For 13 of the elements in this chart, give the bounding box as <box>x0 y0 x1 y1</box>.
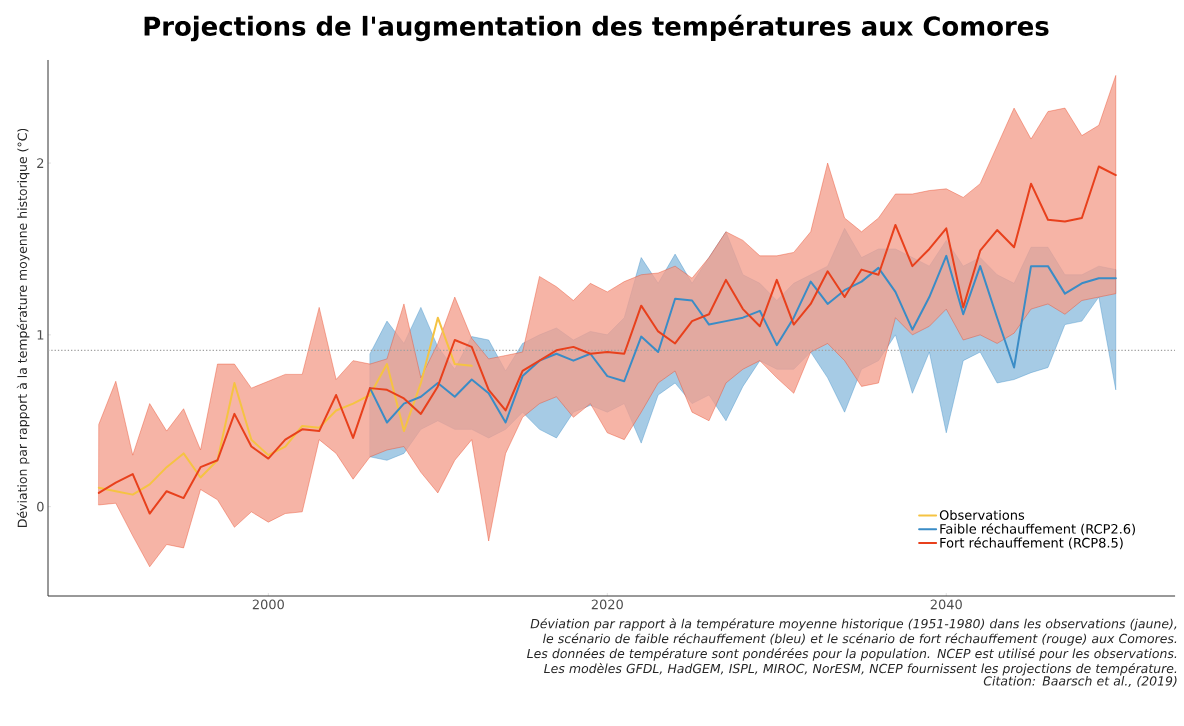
y-tick-label: 1 <box>37 330 44 340</box>
text: Déviation par rapport à la température moyenne historique (1951-1980) dans les observations (jaune), le scénario de faible réchauffement (bleu) et le scénario de fort réchauffement (rouge) aux Comores. Les données de température sont pondérées pour la population. NCEP est utilisé pour les observations. Les modèles GFDL, HadGEM, ISPL, MIROC, NorESM, NCEP fournissent les projections de température. <box>527 618 1177 676</box>
y-tick-label: 2 <box>37 158 44 168</box>
y-tick-label: 0 <box>37 501 44 512</box>
y-axis-title: Déviation par rapport à la température moyenne historique (°C) <box>16 128 30 527</box>
legend-label: Observations <box>939 509 1025 520</box>
x-tick-label: 2040 <box>930 599 962 610</box>
legend-label: Faible réchauffement (RCP2.6) <box>940 523 1135 536</box>
x-tick-label: 2020 <box>591 599 623 610</box>
x-tick-label: 2000 <box>252 599 284 610</box>
chart-title: Projections de l'augmentation des températures aux Comores <box>144 14 1049 42</box>
legend-label: Fort réchauffement (RCP8.5) <box>940 537 1123 550</box>
text: Citation: Baarsch et al., (2019) <box>983 675 1177 688</box>
